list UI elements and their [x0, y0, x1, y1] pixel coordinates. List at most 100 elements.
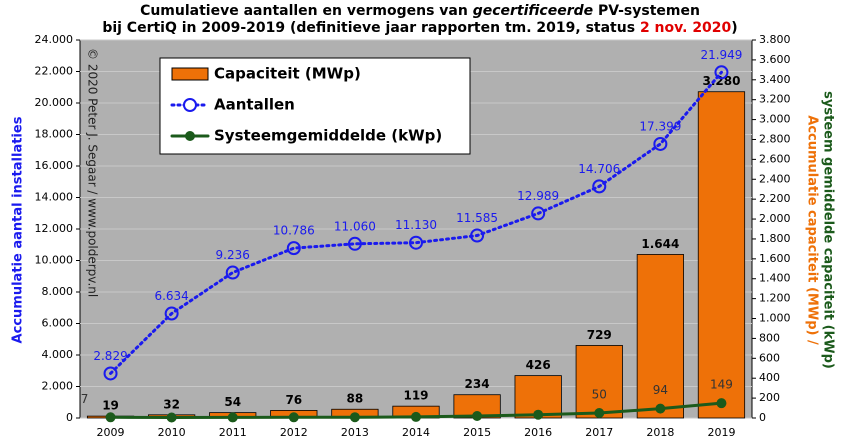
- y2-tick-label: 400: [759, 371, 780, 384]
- x-tick-label: 2014: [402, 426, 430, 439]
- y2-tick-label: 1.800: [759, 232, 791, 245]
- y2-tick-label: 800: [759, 331, 780, 344]
- y2-tick-label: 3.400: [759, 73, 791, 86]
- y2-tick-label: 0: [759, 411, 766, 424]
- y-tick-label: 12.000: [35, 222, 74, 235]
- y-tick-label: 18.000: [35, 128, 74, 141]
- y-axis-label: Accumulatie aantal installaties: [11, 116, 26, 343]
- marker: [470, 228, 485, 243]
- bar-label: 3.280: [702, 74, 740, 88]
- legend-box: [159, 57, 471, 155]
- y2-tick-label: 600: [759, 351, 780, 364]
- x-tick-label: 2011: [219, 426, 247, 439]
- x-tick-label: 2017: [585, 426, 613, 439]
- x-tick-label: 2016: [524, 426, 552, 439]
- line: [109, 70, 723, 375]
- marker: [472, 411, 483, 422]
- bar-label: 32: [163, 397, 180, 411]
- marker: [288, 412, 299, 423]
- y2-tick-label: 2.600: [759, 152, 791, 165]
- y-tick-label: 4.000: [42, 348, 74, 361]
- y2-tick-label: 2.800: [759, 132, 791, 145]
- subtitle-part: ): [731, 20, 737, 36]
- bar-label: 119: [403, 389, 428, 403]
- y-tick-label: 24.000: [35, 33, 74, 46]
- x-tick-label: 2015: [463, 426, 491, 439]
- y-tick-label: 6.000: [42, 317, 74, 330]
- marker: [409, 235, 423, 250]
- point-label: 10.786: [273, 224, 315, 238]
- point-label: 12.989: [517, 189, 559, 203]
- y-tick-label: 2.000: [42, 380, 74, 393]
- watermark: © 2020 Peter J. Segaar / www.polderpv.nl: [86, 48, 100, 297]
- marker: [592, 179, 607, 194]
- subtitle-part: 2 nov. 2020: [640, 20, 732, 36]
- marker: [166, 412, 177, 423]
- x-tick-label: 2018: [646, 426, 674, 439]
- marker: [227, 412, 238, 423]
- marker: [411, 411, 421, 422]
- y2-tick-label: 1.000: [759, 312, 791, 325]
- point-label: 14.706: [578, 162, 620, 176]
- y2-tick-label: 3.000: [759, 113, 791, 126]
- bar-label: 426: [526, 358, 551, 372]
- x-tick-label: 2019: [707, 426, 735, 439]
- legend-marker: [183, 98, 197, 112]
- legend-swatch: [171, 67, 209, 81]
- marker: [533, 409, 544, 420]
- bar: [697, 91, 746, 419]
- chart-subtitle: bij CertiQ in 2009-2019 (definitieve jaa…: [102, 20, 737, 36]
- marker: [594, 408, 605, 419]
- bar-label: 19: [102, 399, 119, 413]
- x-tick-label: 2009: [97, 426, 125, 439]
- title-part: PV-systemen: [593, 3, 700, 19]
- x-tick-label: 2012: [280, 426, 308, 439]
- point-label: 6.634: [154, 289, 188, 303]
- bar: [575, 345, 623, 419]
- bar-label: 88: [347, 392, 364, 406]
- marker: [103, 366, 118, 381]
- y-tick-label: 20.000: [35, 96, 74, 109]
- point-label: 11.130: [395, 218, 437, 232]
- point-label: 21.949: [700, 48, 742, 62]
- legend-marker: [185, 131, 195, 141]
- y2-tick-label: 2.400: [759, 172, 791, 185]
- bar-label: 234: [465, 377, 490, 391]
- chart-title: Cumulatieve aantallen en vermogens van g…: [140, 3, 700, 19]
- legend-label: Systeemgemiddelde (kWp): [214, 127, 442, 145]
- y2-tick-label: 3.200: [759, 93, 791, 106]
- bar-label: 76: [285, 393, 302, 407]
- x-tick-label: 2010: [158, 426, 186, 439]
- y2-tick-label: 2.200: [759, 192, 791, 205]
- y2-tick-label: 200: [759, 391, 780, 404]
- bar-label: 1.644: [641, 237, 679, 251]
- point-label: 2.829: [93, 349, 127, 363]
- y-tick-label: 10.000: [35, 254, 74, 267]
- marker: [716, 398, 727, 409]
- y2-axis-label: systeem gemiddelde capaciteit (kWp): [821, 91, 836, 369]
- title-part: Cumulatieve aantallen en vermogens van: [140, 3, 473, 19]
- marker: [164, 306, 179, 321]
- marker: [714, 65, 729, 80]
- x-tick-label: 2013: [341, 426, 369, 439]
- y2-tick-label: 1.600: [759, 252, 791, 265]
- point-label: 149: [710, 378, 733, 392]
- marker: [105, 412, 116, 423]
- title-part: gecertificeerde: [473, 3, 593, 19]
- point-label: 94: [653, 383, 668, 397]
- marker: [653, 136, 668, 151]
- point-label: 11.585: [456, 211, 498, 225]
- bar-label: 729: [587, 328, 612, 342]
- marker: [347, 236, 362, 251]
- point-label: 7: [81, 392, 89, 406]
- y-tick-label: 0: [66, 411, 73, 424]
- legend-label: Aantallen: [214, 96, 295, 114]
- point-label: 17.399: [639, 119, 681, 133]
- legend: Capaciteit (MWp) Aantallen Systeemgemiddel…: [159, 57, 471, 155]
- y2-tick-label: 3.600: [759, 53, 791, 66]
- point-label: 9.236: [216, 248, 250, 262]
- y2-tick-label: 1.400: [759, 272, 791, 285]
- y2-tick-label: 1.200: [759, 292, 791, 305]
- point-label: 50: [592, 388, 607, 402]
- y-tick-label: 22.000: [35, 65, 74, 78]
